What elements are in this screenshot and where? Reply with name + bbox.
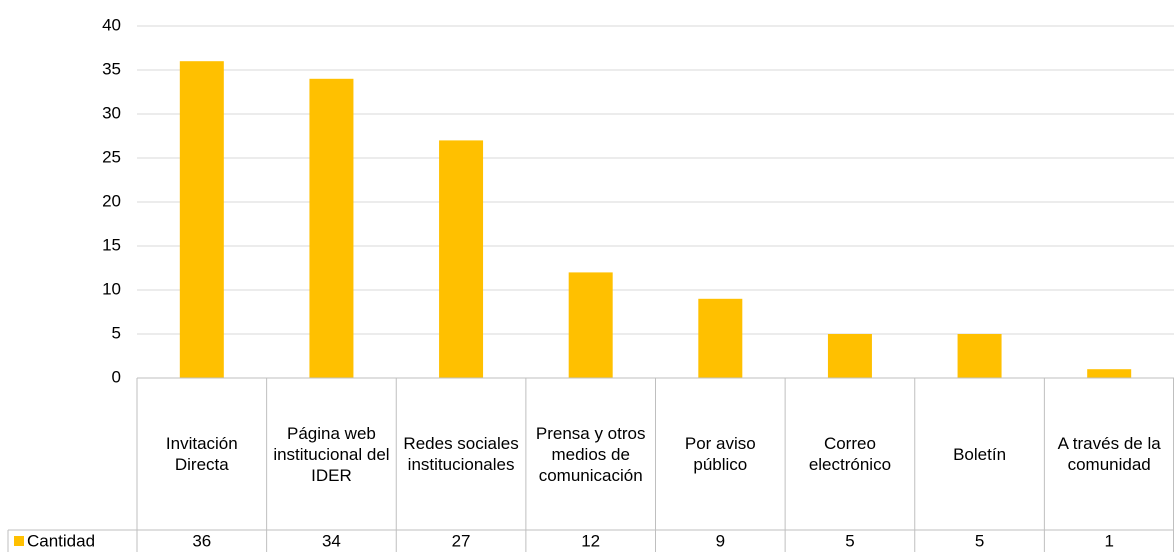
y-tick-label: 15 xyxy=(102,235,121,254)
x-category-label: A través de la comunidad xyxy=(1057,434,1161,474)
x-category-label: Por aviso público xyxy=(684,434,756,474)
table-value: 34 xyxy=(322,531,341,550)
bar xyxy=(179,61,224,378)
table-value: 27 xyxy=(452,531,471,550)
y-tick-label: 40 xyxy=(102,15,121,34)
x-category-label: Prensa y otros medios de comunicación xyxy=(535,423,646,485)
x-category-label: Página web institucional del IDER xyxy=(273,423,390,485)
y-tick-label: 20 xyxy=(102,191,121,210)
bar xyxy=(957,334,1002,378)
bar xyxy=(309,78,354,379)
table-value: 1 xyxy=(1104,531,1113,550)
legend-key xyxy=(14,536,24,546)
bar xyxy=(827,334,872,378)
x-category-label: Correo electrónico xyxy=(808,434,892,474)
table-value: 9 xyxy=(716,531,725,550)
table-value: 5 xyxy=(845,531,854,550)
x-category-label: Redes sociales institucionales xyxy=(403,434,519,474)
y-tick-label: 35 xyxy=(102,59,121,78)
bar xyxy=(698,298,743,378)
table-value: 5 xyxy=(975,531,984,550)
bar xyxy=(568,272,613,378)
x-category-label: Invitación Directa xyxy=(165,434,238,474)
y-tick-label: 25 xyxy=(102,147,121,166)
y-tick-label: 30 xyxy=(102,103,121,122)
y-tick-label: 0 xyxy=(112,367,121,386)
y-tick-label: 10 xyxy=(102,279,121,298)
table-value: 36 xyxy=(192,531,211,550)
bar xyxy=(439,140,484,378)
legend-label: Cantidad xyxy=(27,531,95,550)
y-tick-label: 5 xyxy=(112,323,121,342)
table-value: 12 xyxy=(581,531,600,550)
x-category-label: Boletín xyxy=(953,444,1007,464)
bar xyxy=(1087,369,1132,378)
